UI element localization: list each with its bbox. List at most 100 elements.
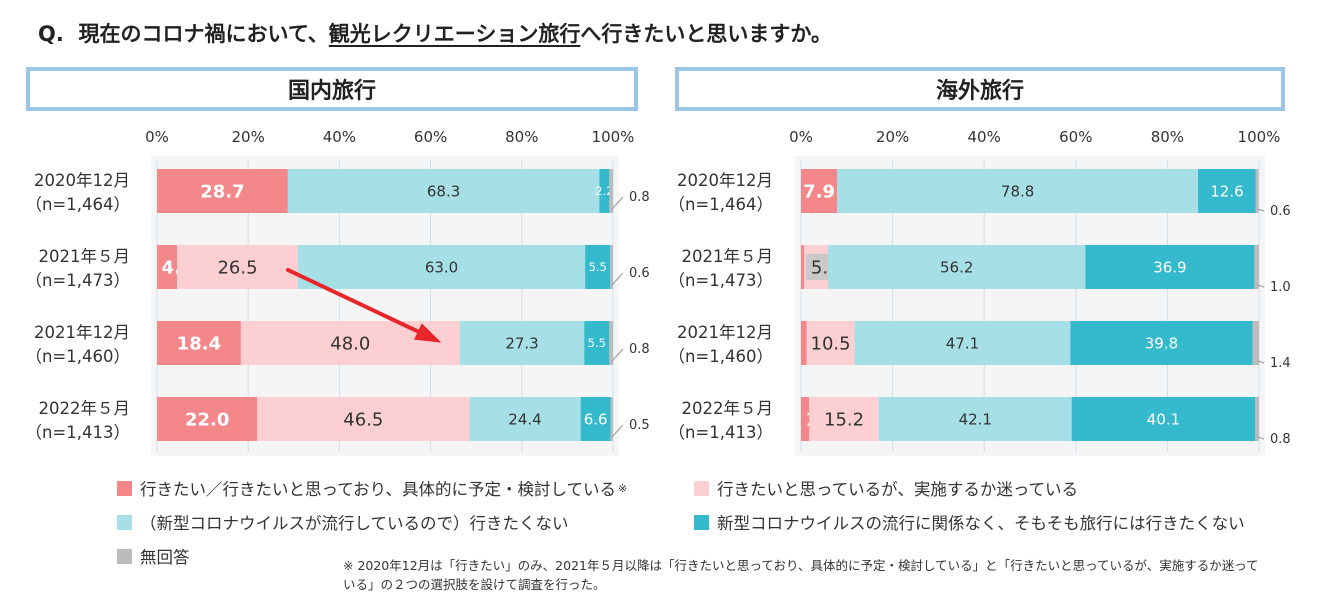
domestic-tick-label: 20% bbox=[232, 128, 265, 146]
overseas-bar-no-anyway bbox=[1085, 245, 1255, 289]
overseas-category-n: （n=1,464） bbox=[668, 195, 773, 214]
domestic-category-label: 2021年12月 bbox=[34, 323, 130, 342]
overseas-label-undecided: 10.5 bbox=[811, 333, 851, 354]
domestic-bar-no-anyway bbox=[580, 397, 611, 441]
domestic-trend-arrowhead bbox=[414, 323, 442, 343]
overseas-tick-label: 100% bbox=[1238, 128, 1281, 146]
legend-swatch-plan bbox=[117, 480, 132, 496]
overseas-category-label: 2021年５月 bbox=[682, 247, 774, 266]
overseas-label-no-anyway: 36.9 bbox=[1153, 258, 1186, 276]
domestic-category-n: （n=1,460） bbox=[25, 347, 130, 366]
legend-label-plan: 行きたい／行きたいと思っており、具体的に予定・検討している bbox=[140, 480, 617, 499]
domestic-leader-line bbox=[611, 272, 624, 286]
domestic-trend-arrow bbox=[286, 268, 438, 342]
domestic-bar-no-answer bbox=[609, 169, 613, 213]
legend-item-no-answer: 無回答 bbox=[117, 543, 190, 569]
domestic-category-label: 2021年５月 bbox=[39, 247, 131, 266]
domestic-leader-line bbox=[611, 348, 624, 362]
domestic-bar-plan bbox=[157, 169, 288, 213]
domestic-label-no-anyway: 2.2 bbox=[595, 184, 613, 198]
overseas-bar-plan bbox=[801, 169, 838, 213]
legend-swatch-undecided bbox=[694, 480, 709, 496]
legend-item-no-anyway: 新型コロナウイルスの流行に関係なく、そもそも旅行には行きたくない bbox=[694, 509, 1245, 535]
legend-label-no-answer: 無回答 bbox=[140, 548, 190, 567]
legend-swatch-no-anyway bbox=[694, 514, 709, 530]
domestic-label-plan: 22.0 bbox=[185, 409, 229, 430]
domestic-label-no-covid: 24.4 bbox=[508, 410, 541, 428]
domestic-bar-undecided bbox=[257, 397, 470, 441]
overseas-label-no-answer: 0.6 bbox=[1270, 204, 1291, 219]
domestic-leader-line bbox=[611, 196, 624, 210]
overseas-bar-no-anyway bbox=[1198, 169, 1256, 213]
domestic-bar-no-anyway bbox=[585, 245, 611, 289]
overseas-bar-no-answer bbox=[1254, 245, 1259, 289]
domestic-label-undecided: 46.5 bbox=[343, 409, 383, 430]
overseas-label-no-answer: 0.8 bbox=[1270, 432, 1291, 447]
domestic-tick-label: 100% bbox=[592, 128, 635, 146]
domestic-bar-plan bbox=[157, 397, 258, 441]
overseas-label-plan: 7.9 bbox=[803, 181, 835, 202]
overseas-category-n: （n=1,473） bbox=[668, 271, 773, 290]
domestic-bar-no-answer bbox=[609, 321, 613, 365]
overseas-label-no-answer: 1.4 bbox=[1270, 356, 1291, 371]
legend-mark-plan: ※ bbox=[618, 481, 628, 495]
domestic-label-no-covid: 68.3 bbox=[427, 182, 460, 200]
question-text-before: 現在のコロナ禍において、 bbox=[78, 22, 329, 46]
overseas-category-label: 2022年５月 bbox=[682, 399, 774, 418]
legend-item-undecided: 行きたいと思っているが、実施するか迷っている bbox=[694, 475, 1078, 501]
domestic-label-no-anyway: 5.5 bbox=[588, 336, 606, 350]
domestic-label-no-answer: 0.5 bbox=[629, 418, 650, 433]
domestic-tick-label: 40% bbox=[323, 128, 356, 146]
legend-swatch-no-covid bbox=[117, 514, 132, 530]
domestic-label-no-answer: 0.8 bbox=[629, 190, 650, 205]
domestic-label-undecided: 26.5 bbox=[217, 257, 257, 278]
legend-item-no-covid: （新型コロナウイルスが流行しているので）行きたくない bbox=[117, 509, 569, 535]
panel-title-domestic: 国内旅行 bbox=[26, 67, 638, 111]
domestic-category-label: 2020年12月 bbox=[34, 171, 130, 190]
overseas-bar-no-answer bbox=[1255, 169, 1259, 213]
overseas-label-no-covid: 47.1 bbox=[946, 334, 979, 352]
domestic-category-label: 2022年５月 bbox=[39, 399, 131, 418]
legend-label-no-anyway: 新型コロナウイルスの流行に関係なく、そもそも旅行には行きたくない bbox=[717, 514, 1245, 533]
domestic-category-n: （n=1,464） bbox=[25, 195, 130, 214]
domestic-label-plan: 18.4 bbox=[177, 333, 221, 354]
domestic-label-no-answer: 0.8 bbox=[629, 342, 650, 357]
overseas-category-n: （n=1,413） bbox=[668, 423, 773, 442]
question-prefix: Q. bbox=[38, 22, 64, 46]
domestic-label-no-answer: 0.6 bbox=[629, 266, 650, 281]
domestic-label-no-anyway: 5.5 bbox=[589, 260, 607, 274]
overseas-label-no-covid: 56.2 bbox=[940, 258, 973, 276]
overseas-label-no-anyway: 40.1 bbox=[1147, 410, 1180, 428]
overseas-category-label: 2021年12月 bbox=[677, 323, 773, 342]
overseas-label-undecided: 15.2 bbox=[824, 409, 864, 430]
question-text-underlined: 観光レクリエーション旅行 bbox=[328, 22, 581, 46]
domestic-category-n: （n=1,413） bbox=[25, 423, 130, 442]
overseas-label-no-covid: 42.1 bbox=[959, 410, 992, 428]
domestic-label-no-covid: 63.0 bbox=[425, 258, 458, 276]
domestic-bar-no-anyway bbox=[599, 169, 610, 213]
overseas-bar-undecided bbox=[806, 321, 855, 365]
chart-overseas: 0% 20% 40% 60% 80% 100% 2020年12月 （n=1,464） 7.9 78… bbox=[668, 128, 1291, 456]
overseas-category-label: 2020年12月 bbox=[677, 171, 773, 190]
domestic-tick-label: 80% bbox=[505, 128, 538, 146]
domestic-bar-no-covid bbox=[287, 169, 600, 213]
domestic-tick-label: 0% bbox=[145, 128, 169, 146]
domestic-bar-no-answer bbox=[610, 397, 613, 441]
overseas-tick-label: 40% bbox=[968, 128, 1001, 146]
overseas-bar-no-answer bbox=[1252, 321, 1259, 365]
domestic-bar-no-answer bbox=[610, 245, 613, 289]
legend-item-plan: 行きたい／行きたいと思っており、具体的に予定・検討している ※ bbox=[117, 475, 627, 501]
overseas-label-no-covid: 78.8 bbox=[1001, 182, 1034, 200]
panel-title-overseas: 海外旅行 bbox=[675, 67, 1285, 111]
domestic-bar-plan bbox=[157, 321, 241, 365]
overseas-tick-label: 60% bbox=[1059, 128, 1092, 146]
legend-label-undecided: 行きたいと思っているが、実施するか迷っている bbox=[717, 480, 1079, 499]
domestic-tick-label: 60% bbox=[414, 128, 447, 146]
domestic-bar-no-anyway bbox=[584, 321, 610, 365]
overseas-bar-no-covid bbox=[878, 397, 1072, 441]
question-text-after: へ行きたいと思いますか。 bbox=[580, 22, 832, 46]
question-heading: Q. 現在のコロナ禍において、観光レクリエーション旅行へ行きたいと思いますか。 bbox=[38, 16, 832, 52]
overseas-leader-line bbox=[1257, 208, 1265, 212]
domestic-bar-no-covid bbox=[469, 397, 581, 441]
overseas-label-no-anyway: 12.6 bbox=[1210, 182, 1243, 200]
